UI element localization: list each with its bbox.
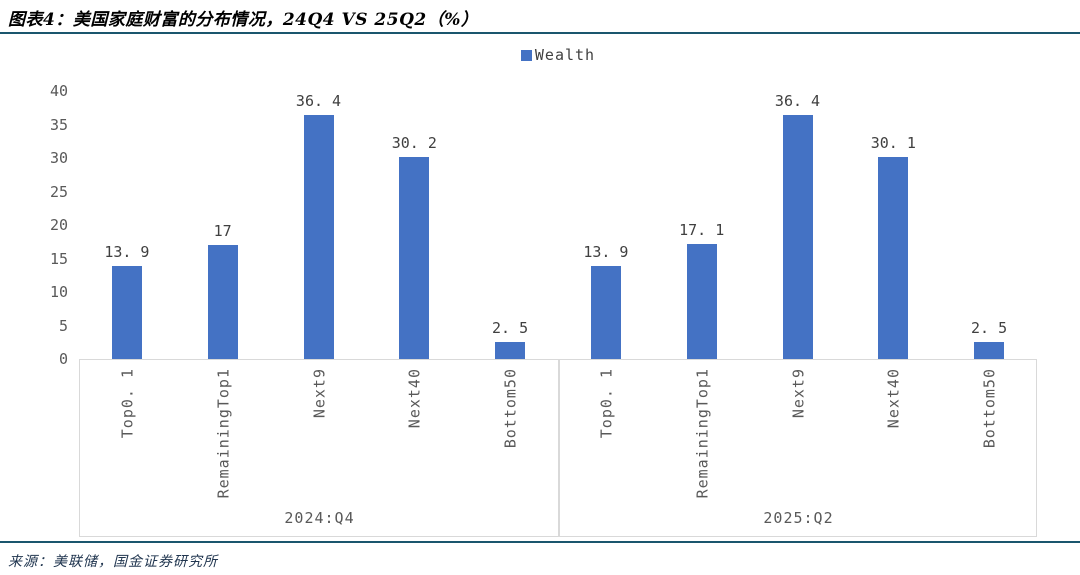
bar: [399, 156, 430, 359]
y-axis-tick-label: 0: [58, 350, 68, 368]
bar: [782, 115, 813, 359]
group-label: 2024:Q4: [284, 509, 355, 527]
y-axis-tick-label: 40: [49, 82, 68, 100]
category-label: Next9: [310, 368, 328, 419]
group-label: 2025:Q2: [763, 509, 834, 527]
figure-title: 图表4：美国家庭财富的分布情况，24Q4 VS 25Q2（%）: [8, 10, 479, 30]
y-axis-tick-label: 20: [49, 216, 68, 234]
category-axis-box: Top0. 1 RemainingTop1 Next9 Next40 Bottom50 2…: [79, 359, 1037, 537]
bar-value-label: 36. 4: [295, 92, 342, 111]
y-axis-tick-label: 30: [49, 149, 68, 167]
bar-value-label: 17. 1: [679, 221, 725, 240]
category-label: Next40: [405, 368, 424, 429]
bar: [878, 157, 909, 359]
bar-value-label: 17: [213, 222, 232, 241]
bar-value-label: 30. 1: [870, 134, 916, 153]
y-axis-tick-label: 10: [49, 283, 68, 301]
bar-value-label: 13. 9: [583, 242, 629, 261]
bar-value-label: 2. 5: [971, 319, 1008, 338]
category-label: Next40: [884, 368, 903, 429]
category-label: Top0. 1: [597, 368, 616, 439]
y-axis-tick-label: 25: [49, 182, 68, 201]
group-divider: [558, 360, 560, 536]
title-rule: [0, 32, 1080, 34]
bar-value-label: 13. 9: [104, 242, 150, 261]
bar: [974, 342, 1005, 359]
legend-swatch-icon: [520, 49, 532, 61]
y-axis-tick-label: 35: [49, 115, 68, 134]
bar: [207, 245, 238, 359]
plot-area: 13. 9 17 36. 4 30. 2 2. 5 13. 9 17. 1 36. 4 30. …: [79, 91, 1037, 359]
y-axis: 40 35 30 25 20 15 10 5 0: [0, 0, 68, 575]
category-label: Bottom50: [501, 368, 520, 449]
category-label: RemainingTop1: [214, 368, 233, 499]
bar: [111, 265, 142, 359]
bar-value-label: 36. 4: [774, 92, 821, 111]
bar: [495, 342, 526, 359]
category-label: Bottom50: [980, 368, 999, 449]
y-axis-tick-label: 15: [49, 249, 68, 268]
footer-rule: [0, 541, 1080, 543]
category-label: Next9: [789, 368, 807, 419]
legend: Wealth: [79, 46, 1037, 64]
source-note: 来源：美联储，国金证券研究所: [8, 554, 218, 570]
legend-label: Wealth: [534, 46, 596, 64]
category-label: Top0. 1: [118, 368, 137, 439]
bar: [590, 265, 621, 359]
category-label: RemainingTop1: [693, 368, 712, 499]
bar-value-label: 2. 5: [492, 319, 529, 338]
y-axis-tick-label: 5: [58, 316, 68, 335]
bar: [303, 115, 334, 359]
bar-value-label: 30. 2: [391, 133, 437, 152]
bar: [686, 244, 717, 359]
